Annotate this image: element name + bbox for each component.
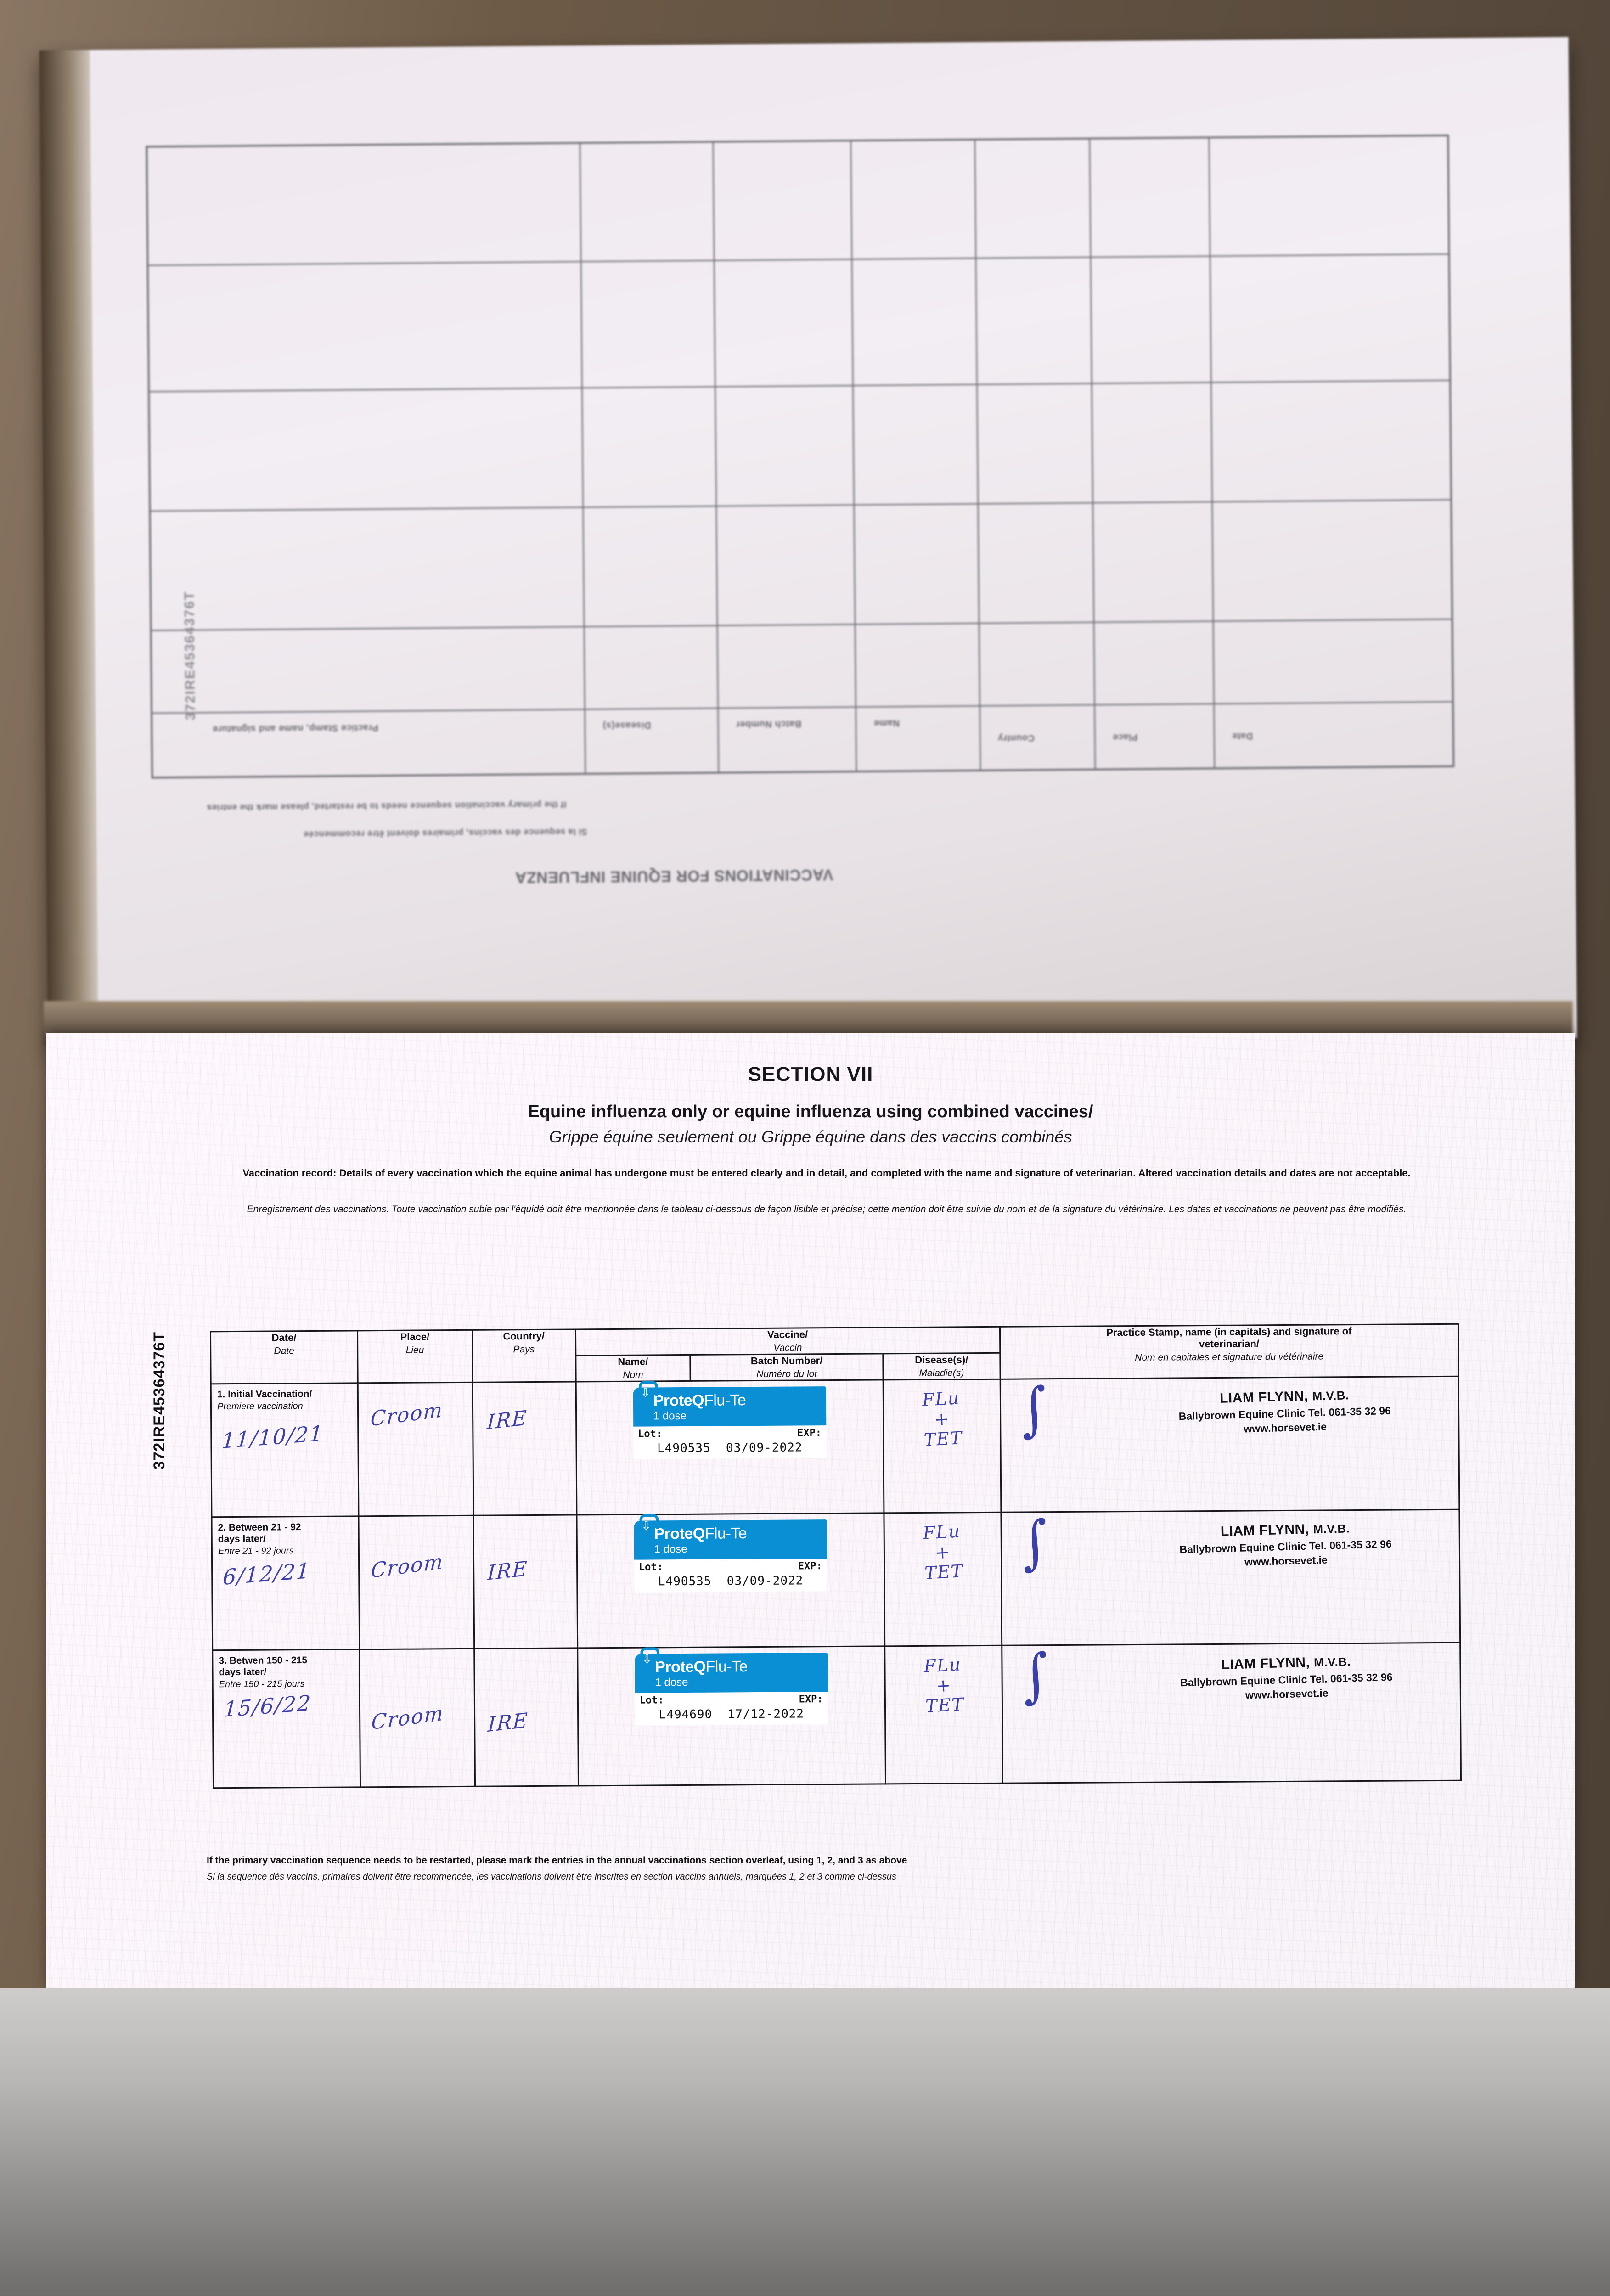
handwritten-place: Croom <box>371 1701 445 1735</box>
vet-signature: ∫ <box>1017 1508 1053 1578</box>
cell-disease-2: FLu + TET <box>884 1512 1002 1646</box>
handwritten-country: IRE <box>486 1557 529 1585</box>
passport-number: 372IRE45364376T <box>151 1332 168 1470</box>
peel-arrow-icon: ⇩ <box>640 1385 651 1400</box>
peel-arrow-icon: ⇩ <box>641 1519 652 1533</box>
cell-vet-stamp-2: ∫ LIAM FLYNN, M.V.B. Ballybrown Equine C… <box>1001 1508 1460 1646</box>
cell-country-1: IRE <box>472 1381 577 1516</box>
header-diseases: Disease(s)/ Maladie(s) <box>883 1353 1000 1380</box>
handwritten-disease: FLu + TET <box>922 1521 964 1584</box>
handwritten-date: 11/10/21 <box>221 1421 325 1454</box>
header-place: Place/ Lieu <box>357 1330 473 1383</box>
cell-vet-stamp-1: ∫ LIAM FLYNN, M.V.B. Ballybrown Equine C… <box>1000 1374 1459 1513</box>
handwritten-country: IRE <box>486 1406 528 1435</box>
cell-vet-stamp-3: ∫ LIAM FLYNN, M.V.B. Ballybrown Equine C… <box>1002 1641 1461 1784</box>
table-row: 1. Initial Vaccination/ Premiere vaccina… <box>211 1374 1459 1517</box>
table-row: 3. Betwen 150 - 215 days later/ Entre 15… <box>212 1641 1461 1788</box>
vaccine-sticker: ⇩ ProteQFlu-Te 1 dose Lot: EXP: <box>635 1652 828 1726</box>
footer-note-fr: Si la sequence dés vaccins, primaires do… <box>207 1872 896 1882</box>
vaccine-sticker: ⇩ ProteQFlu-Te 1 dose Lot: EXP: <box>634 1519 828 1593</box>
cell-date-3: 3. Betwen 150 - 215 days later/ Entre 15… <box>212 1649 360 1788</box>
header-batch-number: Batch Number/ Numéro du lot <box>690 1353 884 1381</box>
cell-disease-3: FLu + TET <box>884 1645 1003 1784</box>
handwritten-country: IRE <box>487 1708 529 1737</box>
vet-signature: ∫ <box>1018 1641 1053 1711</box>
instruction-note-en: Vaccination record: Details of every vac… <box>242 1167 1411 1179</box>
cell-place-1: Croom <box>358 1382 473 1516</box>
header-country: Country/ Pays <box>472 1329 576 1383</box>
header-vaccine-name: Name/ Nom <box>575 1355 691 1382</box>
cell-vaccine-2: ⇩ ProteQFlu-Te 1 dose Lot: EXP: <box>576 1513 885 1648</box>
facing-page-table: Practice Stamp, name and signature Disea… <box>146 134 1455 779</box>
table-header-row-1: Date/ Date Place/ Lieu Country/ Pays Vac… <box>210 1324 1459 1384</box>
cell-place-2: Croom <box>358 1515 474 1649</box>
vet-signature: ∫ <box>1016 1374 1052 1445</box>
header-practice-stamp: Practice Stamp, name (in capitals) and s… <box>1000 1324 1459 1379</box>
cell-date-2: 2. Between 21 - 92 days later/ Entre 21 … <box>211 1516 360 1650</box>
handwritten-place: Croom <box>370 1398 444 1431</box>
section-subtitle-en: Equine influenza only or equine influenz… <box>528 1102 1093 1121</box>
instruction-note-fr: Enregistrement des vaccinations: Toute v… <box>247 1204 1407 1215</box>
header-date: Date/ Date <box>210 1330 358 1384</box>
footer-note-en: If the primary vaccination sequence need… <box>207 1855 907 1866</box>
cell-country-2: IRE <box>473 1514 578 1649</box>
handwritten-date: 6/12/21 <box>222 1558 311 1590</box>
handwritten-disease: FLu + TET <box>921 1388 963 1451</box>
handwritten-disease: FLu + TET <box>923 1654 965 1717</box>
cell-country-3: IRE <box>474 1648 579 1787</box>
section-subtitle-fr: Grippe équine seulement ou Grippe équine… <box>549 1127 1072 1146</box>
cell-vaccine-1: ⇩ ProteQFlu-Te 1 dose Lot: EXP: <box>575 1379 884 1515</box>
peel-arrow-icon: ⇩ <box>642 1652 652 1666</box>
handwritten-place: Croom <box>370 1549 444 1583</box>
vaccination-record-page: SECTION VII Equine influenza only or equ… <box>46 1033 1575 1988</box>
table-row: 2. Between 21 - 92 days later/ Entre 21 … <box>211 1508 1460 1650</box>
facing-page: Practice Stamp, name and signature Disea… <box>39 37 1577 1052</box>
vaccination-table: Date/ Date Place/ Lieu Country/ Pays Vac… <box>210 1323 1462 1789</box>
cell-place-3: Croom <box>359 1649 475 1787</box>
book-spine <box>39 50 99 1052</box>
facing-page-passport-number: 372IRE45364376T <box>181 591 198 720</box>
cell-vaccine-3: ⇩ ProteQFlu-Te 1 dose Lot: EXP: <box>577 1646 886 1786</box>
vaccine-sticker: ⇩ ProteQFlu-Te 1 dose Lot: EXP: <box>633 1385 827 1459</box>
cell-date-1: 1. Initial Vaccination/ Premiere vaccina… <box>211 1383 359 1517</box>
header-vaccine: Vaccine/ Vaccin <box>575 1327 1000 1356</box>
cell-disease-1: FLu + TET <box>883 1379 1001 1513</box>
section-title: SECTION VII <box>748 1063 873 1086</box>
desk-surface <box>0 1988 1610 2296</box>
